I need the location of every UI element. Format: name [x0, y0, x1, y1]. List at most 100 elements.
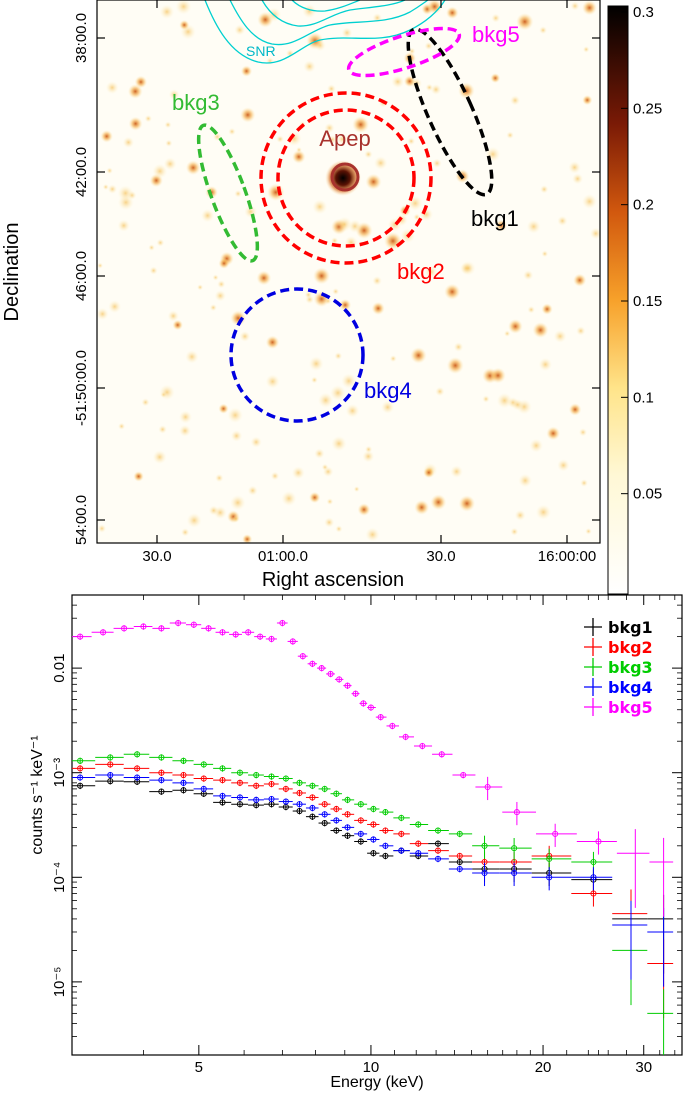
data-point — [149, 777, 173, 784]
emission-blob — [506, 131, 514, 139]
emission-blob — [218, 257, 230, 269]
data-point — [341, 824, 355, 831]
spectrum-x-tick-label: 10 — [363, 1059, 380, 1076]
spectrum-x-axis-label: Energy (keV) — [330, 1074, 423, 1091]
emission-blob — [165, 139, 173, 147]
data-point — [169, 619, 186, 627]
data-point — [330, 817, 342, 824]
bkg4-label: bkg4 — [364, 378, 412, 403]
emission-blob — [585, 528, 592, 535]
emission-blob — [508, 319, 523, 334]
data-point — [536, 823, 577, 847]
emission-blob — [159, 384, 175, 401]
emission-blob — [557, 215, 568, 226]
data-point — [398, 733, 414, 741]
emission-blob — [265, 335, 280, 350]
emission-blob — [214, 290, 226, 302]
data-point — [292, 789, 306, 797]
colorbar-tick-label: 0.05 — [633, 486, 662, 503]
data-point — [317, 665, 327, 672]
data-point — [72, 633, 92, 640]
bkg2-inner-circle — [276, 108, 416, 248]
emission-blob — [446, 6, 459, 20]
data-point — [367, 850, 380, 857]
emission-blob — [407, 137, 416, 146]
data-point — [133, 623, 153, 630]
data-point — [91, 629, 114, 636]
data-point — [213, 792, 232, 800]
data-point — [409, 840, 429, 847]
emission-blob — [144, 114, 152, 123]
data-point — [649, 837, 674, 917]
emission-blob — [339, 299, 352, 311]
spectrum-y-tick-label: 0.01 — [51, 654, 68, 683]
data-point — [305, 804, 319, 812]
emission-blob — [532, 322, 549, 339]
emission-blob — [570, 1, 580, 11]
emission-blob — [324, 122, 335, 134]
legend-item-bkg4: bkg4 — [584, 678, 653, 697]
bkg5-ellipse — [346, 26, 462, 78]
emission-blob — [453, 342, 464, 352]
data-point — [149, 769, 173, 776]
emission-blob — [164, 121, 172, 129]
emission-blob — [141, 398, 150, 407]
data-point — [213, 799, 232, 806]
bkg2-label: bkg2 — [397, 259, 445, 284]
image-y-tick-label: -51:50:00.0 — [73, 350, 90, 426]
data-point — [123, 765, 150, 772]
data-point — [72, 782, 96, 790]
emission-blob — [541, 303, 553, 315]
emission-blob — [535, 504, 552, 520]
emission-blob — [509, 95, 521, 106]
data-point — [576, 831, 617, 855]
spectrum-y-tick-label: 10⁻⁵ — [51, 966, 68, 997]
data-point — [475, 776, 503, 801]
emission-blob — [490, 367, 506, 384]
emission-blob — [158, 425, 167, 434]
emission-blob — [208, 505, 219, 516]
data-point — [616, 829, 650, 908]
data-point — [393, 847, 410, 854]
emission-blob — [353, 486, 360, 493]
emission-blob — [334, 352, 343, 360]
data-point — [231, 794, 249, 801]
data-point — [215, 629, 230, 636]
emission-blob — [256, 270, 272, 286]
data-point — [386, 722, 399, 730]
emission-blob — [242, 534, 253, 543]
emission-blob — [230, 494, 246, 511]
emission-blob — [582, 95, 593, 106]
data-point — [278, 798, 293, 805]
emission-blob — [553, 329, 567, 343]
emission-blob — [97, 524, 107, 533]
data-point — [241, 629, 255, 636]
emission-blob — [296, 146, 302, 153]
data-point — [248, 796, 264, 804]
colorbar-tick-label: 0.1 — [633, 389, 654, 406]
emission-blob — [427, 0, 443, 15]
data-point — [428, 827, 449, 834]
data-point — [409, 821, 429, 828]
emission-blob — [156, 238, 165, 247]
emission-blob — [230, 430, 243, 442]
colorbar-tick-label: 0.25 — [633, 100, 662, 117]
emission-blob — [312, 199, 328, 215]
emission-blob — [286, 131, 302, 147]
emission-blob — [172, 319, 183, 331]
data-point — [612, 900, 648, 980]
emission-blob — [495, 219, 508, 232]
emission-blob — [186, 512, 202, 528]
data-point — [318, 785, 331, 793]
emission-blob — [557, 459, 570, 472]
data-point — [531, 867, 572, 891]
data-point — [95, 771, 124, 779]
image-x-tick-label: 01:00.0 — [258, 548, 308, 565]
image-y-tick-label: 54:00.0 — [73, 495, 90, 545]
data-point — [193, 761, 214, 768]
data-point — [263, 773, 279, 780]
emission-blob — [450, 465, 463, 478]
emission-blob — [582, 46, 590, 53]
data-point — [354, 801, 368, 808]
data-point — [354, 817, 368, 824]
